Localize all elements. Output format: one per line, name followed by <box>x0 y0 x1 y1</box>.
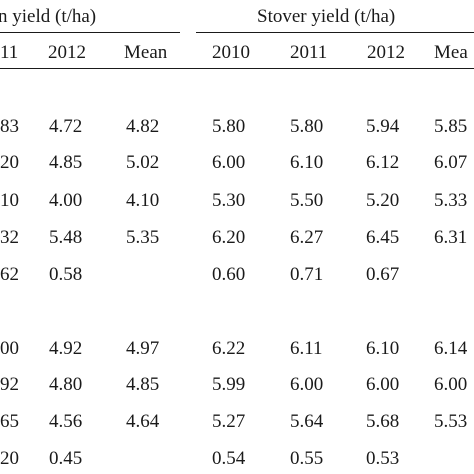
cell: 62 <box>0 264 19 285</box>
cell: 5.33 <box>434 190 468 211</box>
col-header-stover-mean: Mea <box>434 42 468 63</box>
cell: 4.92 <box>49 338 83 359</box>
cell: 6.11 <box>290 338 323 359</box>
cell: 5.02 <box>126 152 160 173</box>
cell: 5.53 <box>434 411 468 432</box>
cell: 4.56 <box>49 411 83 432</box>
cell: 6.27 <box>290 227 324 248</box>
cell: 5.94 <box>366 116 400 137</box>
stover-yield-group-header: Stover yield (t/ha) <box>257 6 396 27</box>
cell: 5.48 <box>49 227 83 248</box>
cell: 0.60 <box>212 264 246 285</box>
cell: 20 <box>0 152 19 173</box>
col-header-stover-2012: 2012 <box>367 42 405 63</box>
cell: 92 <box>0 374 19 395</box>
cell: 5.80 <box>212 116 246 137</box>
cell: 6.45 <box>366 227 400 248</box>
cell: 0.71 <box>290 264 324 285</box>
cell: 5.27 <box>212 411 246 432</box>
cell: 5.85 <box>434 116 468 137</box>
cell: 6.00 <box>290 374 324 395</box>
cell: 0.45 <box>49 448 83 469</box>
cell: 6.07 <box>434 152 468 173</box>
cell: 4.64 <box>126 411 160 432</box>
cell: 4.72 <box>49 116 83 137</box>
cell: 6.22 <box>212 338 246 359</box>
cell: 4.97 <box>126 338 160 359</box>
cell: 6.31 <box>434 227 468 248</box>
cell: 83 <box>0 116 19 137</box>
col-header-grain-2011: 11 <box>0 42 19 63</box>
cell: 00 <box>0 338 19 359</box>
cell: 5.50 <box>290 190 324 211</box>
cell: 6.20 <box>212 227 246 248</box>
cell: 4.80 <box>49 374 83 395</box>
cell: 6.00 <box>212 152 246 173</box>
cell: 6.10 <box>290 152 324 173</box>
cell: 0.54 <box>212 448 246 469</box>
cell: 0.53 <box>366 448 400 469</box>
cell: 0.67 <box>366 264 400 285</box>
cell: 0.55 <box>290 448 324 469</box>
cell: 4.82 <box>126 116 160 137</box>
cell: 4.10 <box>126 190 160 211</box>
col-header-stover-2011: 2011 <box>290 42 328 63</box>
cell: 6.14 <box>434 338 468 359</box>
header-rule <box>0 68 474 69</box>
cell: 10 <box>0 190 19 211</box>
cell: 4.85 <box>49 152 83 173</box>
cell: 32 <box>0 227 19 248</box>
cell: 4.85 <box>126 374 160 395</box>
cell: 20 <box>0 448 19 469</box>
cell: 6.00 <box>366 374 400 395</box>
col-header-stover-2010: 2010 <box>212 42 250 63</box>
cell: 5.35 <box>126 227 160 248</box>
cell: 5.64 <box>290 411 324 432</box>
cell: 5.80 <box>290 116 324 137</box>
cell: 0.58 <box>49 264 83 285</box>
cell: 4.00 <box>49 190 83 211</box>
col-header-grain-mean: Mean <box>124 42 168 63</box>
stover-group-rule <box>196 32 474 33</box>
cell: 5.20 <box>366 190 400 211</box>
cell: 6.00 <box>434 374 468 395</box>
cell: 65 <box>0 411 19 432</box>
cell: 5.30 <box>212 190 246 211</box>
grain-group-rule <box>0 32 180 33</box>
cell: 5.99 <box>212 374 246 395</box>
cell: 6.12 <box>366 152 400 173</box>
col-header-grain-2012: 2012 <box>48 42 86 63</box>
cell: 5.68 <box>366 411 400 432</box>
grain-yield-group-header: n yield (t/ha) <box>0 6 97 27</box>
cell: 6.10 <box>366 338 400 359</box>
